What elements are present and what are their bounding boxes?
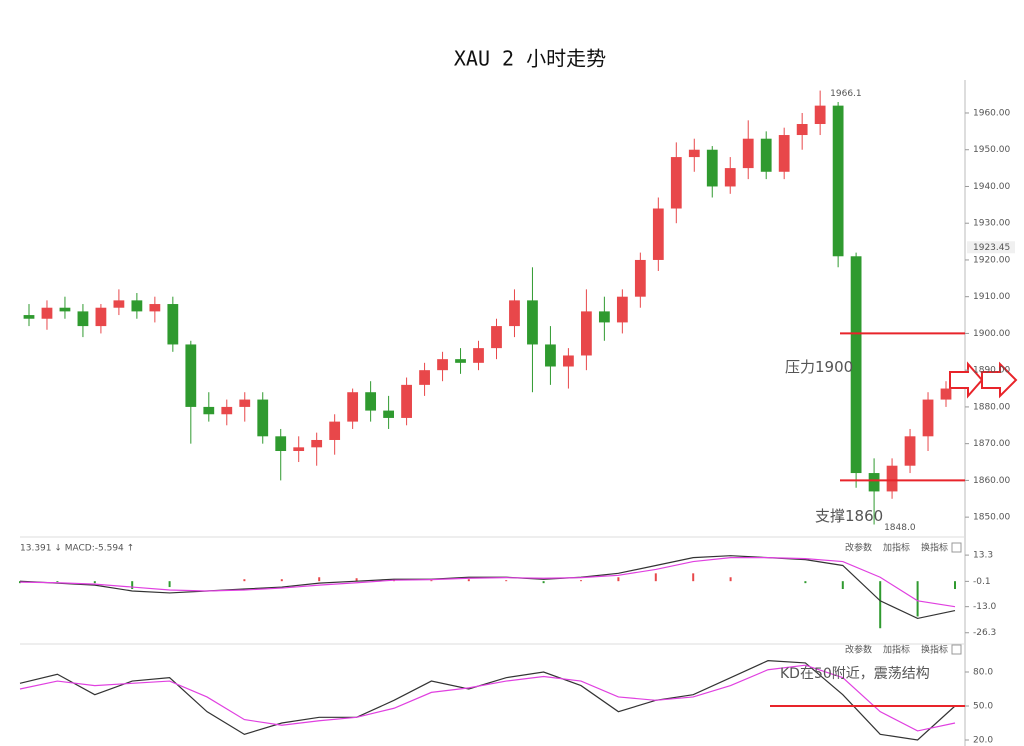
button[interactable]: 改参数	[845, 644, 872, 656]
candle-body	[850, 256, 862, 474]
annotation: KD在50附近，震荡结构	[780, 666, 930, 682]
candle-body	[724, 168, 736, 187]
y-tick-label: 80.0	[973, 667, 993, 677]
candle-body	[113, 300, 125, 308]
price-tag: 1923.45	[973, 243, 1010, 253]
candle-body	[545, 344, 556, 367]
candle-body	[167, 304, 179, 345]
y-tick-label: 50.0	[973, 701, 993, 711]
level-label: 支撑1860	[815, 507, 883, 525]
button[interactable]: 加指标	[883, 542, 910, 554]
y-tick-label: 1960.00	[973, 108, 1010, 118]
candle-body	[491, 326, 502, 349]
candle-body	[509, 300, 520, 327]
candle-body	[257, 399, 269, 437]
candle-body	[401, 384, 412, 418]
button[interactable]: 换指标	[921, 542, 948, 554]
button[interactable]: 改参数	[845, 542, 872, 554]
indicator-line	[19, 557, 956, 608]
y-tick-label: 1910.00	[973, 292, 1010, 302]
candle-body	[23, 315, 35, 319]
candle-body	[832, 105, 844, 257]
candle-body	[760, 138, 772, 172]
candle-body	[670, 157, 682, 209]
y-tick-label: 1930.00	[973, 219, 1010, 229]
candle-body	[796, 124, 808, 136]
candle-body	[275, 436, 287, 452]
candle-body	[778, 135, 790, 172]
y-tick-label: 13.3	[973, 551, 993, 561]
candle-body	[527, 300, 538, 345]
candle-body	[329, 421, 341, 440]
indicator-line	[19, 555, 956, 620]
candle-body	[59, 307, 71, 312]
price-tag-box	[967, 241, 1015, 254]
candle-body	[688, 149, 700, 158]
candle-body	[131, 300, 143, 312]
candle-body	[41, 307, 53, 319]
candle-body	[868, 473, 880, 492]
candle-body	[886, 465, 898, 492]
y-tick-label: 1940.00	[973, 182, 1010, 192]
candle-body	[185, 344, 197, 407]
candle-body	[563, 355, 574, 367]
candle-body	[922, 399, 934, 437]
y-tick-label: 1850.00	[973, 513, 1010, 523]
candle-body	[706, 149, 718, 187]
candle-body	[904, 436, 916, 466]
candle-body	[652, 208, 664, 260]
candle-body	[239, 399, 251, 407]
y-tick-label: 20.0	[973, 735, 993, 745]
candle-body	[365, 392, 377, 411]
y-tick-label: -26.3	[973, 628, 996, 638]
candle-body	[616, 296, 628, 323]
level-label: 压力1900	[785, 358, 853, 376]
candle-body	[742, 138, 754, 169]
candle-body	[437, 359, 448, 371]
candle-body	[473, 348, 484, 363]
candle-body	[383, 410, 394, 418]
indicator-header: 13.391 ↓ MACD:-5.594 ↑	[20, 544, 134, 554]
candle-body	[598, 311, 610, 323]
y-tick-label: 1860.00	[973, 476, 1010, 486]
candle-body	[149, 304, 161, 312]
low-label: 1848.0	[884, 523, 916, 533]
button[interactable]: 加指标	[883, 644, 910, 656]
y-tick-label: 1890.00	[973, 366, 1010, 376]
candle-body	[221, 406, 233, 415]
close-button[interactable]	[951, 542, 962, 553]
candle-body	[634, 259, 646, 297]
y-tick-label: 1880.00	[973, 402, 1010, 412]
chart-title: XAU 2 小时走势	[454, 47, 606, 71]
candle-body	[293, 447, 305, 452]
y-tick-label: -13.0	[973, 602, 997, 612]
y-tick-label: 1900.00	[973, 329, 1010, 339]
candle-body	[814, 105, 826, 125]
candle-body	[95, 307, 107, 327]
indicator-line	[19, 664, 956, 732]
arrow-icon	[949, 361, 1018, 399]
candle-body	[581, 311, 592, 356]
high-label: 1966.1	[830, 89, 862, 99]
candle-body	[77, 311, 89, 327]
y-tick-label: 1950.00	[973, 145, 1010, 155]
candle-body	[311, 439, 323, 448]
candle-body	[347, 392, 359, 422]
candle-body	[455, 359, 466, 363]
candle-body	[940, 388, 952, 400]
button[interactable]: 换指标	[921, 644, 948, 656]
candle-body	[203, 406, 215, 415]
close-button[interactable]	[951, 644, 962, 655]
y-tick-label: -0.1	[973, 577, 991, 587]
candle-body	[419, 370, 430, 385]
y-tick-label: 1920.00	[973, 255, 1010, 265]
y-tick-label: 1870.00	[973, 439, 1010, 449]
